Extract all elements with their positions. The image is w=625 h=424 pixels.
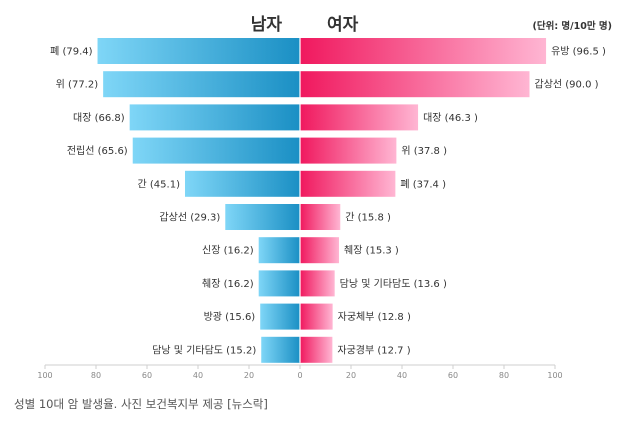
female-bar xyxy=(300,303,333,330)
x-tick-label: 20 xyxy=(244,371,254,380)
male-bar-label: 췌장 (16.2) xyxy=(202,278,254,290)
male-bar xyxy=(129,104,300,131)
female-bar xyxy=(300,270,335,297)
male-bar-label: 방광 (15.6) xyxy=(204,311,256,323)
bars-group: 폐 (79.4) 유방 (96.5 ) 위 (77.2) 갑상선 (90.0 ) 대장 … xyxy=(50,38,606,363)
male-bar xyxy=(184,170,300,197)
male-bar xyxy=(258,237,300,264)
x-tick-label: 60 xyxy=(448,371,458,380)
male-bar xyxy=(261,336,300,363)
female-bar-label: 위 (37.8 ) xyxy=(401,144,447,157)
x-tick-label: 40 xyxy=(193,371,203,380)
female-bar-label: 갑상선 (90.0 ) xyxy=(535,79,599,91)
cancer-incidence-chart: 남자 여자 (단위: 명/10만 명) 폐 (79.4) 유방 (96.5 ) 위 … xyxy=(37,15,613,380)
male-bar-label: 갑상선 (29.3) xyxy=(159,212,220,224)
female-bar-label: 췌장 (15.3 ) xyxy=(344,245,399,257)
x-tick-label: 0 xyxy=(297,371,302,380)
male-bar xyxy=(258,270,300,297)
female-bar xyxy=(300,336,333,363)
x-tick-label: 100 xyxy=(547,371,562,380)
female-bar-label: 간 (15.8 ) xyxy=(345,212,391,224)
female-bar-label: 폐 (37.4 ) xyxy=(400,178,446,190)
x-tick-label: 100 xyxy=(37,371,52,380)
male-bar-label: 간 (45.1) xyxy=(138,178,181,190)
male-bar-label: 담낭 및 기타담도 (15.2) xyxy=(152,344,256,356)
male-bar xyxy=(103,71,300,98)
male-bar xyxy=(132,137,300,164)
male-bar-label: 신장 (16.2) xyxy=(202,245,254,257)
female-bar xyxy=(300,71,530,98)
male-bar-label: 폐 (79.4) xyxy=(50,46,93,58)
caption: 성별 10대 암 발생율. 사진 보건복지부 제공 [뉴스락] xyxy=(14,397,268,411)
female-bar xyxy=(300,137,397,164)
female-bar xyxy=(300,204,341,230)
female-bar-label: 대장 (46.3 ) xyxy=(423,112,478,124)
x-tick-label: 60 xyxy=(142,371,152,380)
female-bar xyxy=(300,170,396,197)
female-bar-label: 자궁체부 (12.8 ) xyxy=(338,311,411,323)
male-bar xyxy=(260,303,300,330)
unit-label: (단위: 명/10만 명) xyxy=(533,20,613,32)
female-bar-label: 자궁경부 (12.7 ) xyxy=(337,343,410,356)
male-bar-label: 대장 (66.8) xyxy=(73,112,125,124)
female-bar xyxy=(300,38,547,64)
male-bar-label: 전립선 (65.6) xyxy=(67,144,128,157)
x-tick-label: 80 xyxy=(499,371,509,380)
x-tick-label: 20 xyxy=(346,371,356,380)
chart-title-male: 남자 xyxy=(251,15,283,35)
male-bar-label: 위 (77.2) xyxy=(56,78,99,91)
x-axis: 100 80 60 40 20 0 20 40 60 80 100 xyxy=(37,364,563,380)
x-tick-label: 80 xyxy=(91,371,101,380)
male-bar xyxy=(225,204,300,230)
female-bar-label: 유방 (96.5 ) xyxy=(551,46,606,58)
x-tick-label: 40 xyxy=(397,371,407,380)
female-bar-label: 담낭 및 기타담도 (13.6 ) xyxy=(340,278,447,290)
chart-title-female: 여자 xyxy=(327,15,359,35)
male-bar xyxy=(97,38,300,64)
female-bar xyxy=(300,104,419,131)
female-bar xyxy=(300,237,340,264)
